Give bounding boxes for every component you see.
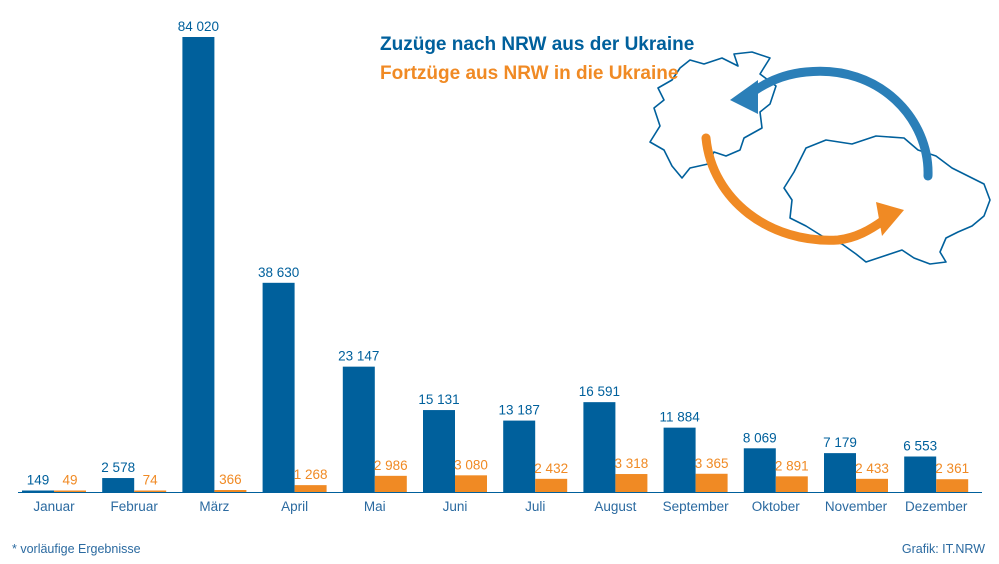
bar-zuzuege-9 xyxy=(743,448,776,492)
category-label-4: Mai xyxy=(364,499,386,514)
value-label-zuzuege-2: 84 020 xyxy=(178,19,219,34)
footnote: * vorläufige Ergebnisse xyxy=(12,542,141,556)
value-label-zuzuege-11: 6 553 xyxy=(903,439,937,454)
category-label-5: Juni xyxy=(443,499,468,514)
value-label-zuzuege-10: 7 179 xyxy=(823,435,857,450)
bar-fortzuege-1 xyxy=(134,490,167,492)
bar-zuzuege-1 xyxy=(102,478,135,492)
value-label-fortzuege-9: 2 891 xyxy=(775,458,809,473)
bar-fortzuege-7 xyxy=(615,474,648,492)
category-label-6: Juli xyxy=(525,499,545,514)
bar-zuzuege-6 xyxy=(503,420,536,492)
legend-item-zuzuege: Zuzüge nach NRW aus der Ukraine xyxy=(380,34,694,55)
value-label-fortzuege-3: 1 268 xyxy=(294,467,328,482)
value-label-zuzuege-5: 15 131 xyxy=(418,392,459,407)
value-label-zuzuege-6: 13 187 xyxy=(499,403,540,418)
category-label-3: April xyxy=(281,499,308,514)
bar-zuzuege-2 xyxy=(182,37,215,492)
bar-fortzuege-0 xyxy=(54,490,86,492)
bar-zuzuege-11 xyxy=(904,456,937,492)
bar-fortzuege-5 xyxy=(455,475,487,492)
bar-fortzuege-11 xyxy=(936,479,969,492)
bar-zuzuege-10 xyxy=(824,453,856,492)
bar-zuzuege-7 xyxy=(583,402,616,492)
bar-zuzuege-5 xyxy=(423,410,455,492)
category-label-2: März xyxy=(199,499,229,514)
bar-zuzuege-0 xyxy=(22,490,54,492)
value-label-fortzuege-2: 366 xyxy=(219,472,242,487)
value-label-fortzuege-1: 74 xyxy=(143,473,159,488)
nrw-map-icon xyxy=(649,51,777,179)
bar-zuzuege-3 xyxy=(262,282,295,492)
legend: Zuzüge nach NRW aus der Ukraine Fortzüge … xyxy=(380,34,694,84)
category-label-11: Dezember xyxy=(905,499,968,514)
ukraine-map-icon xyxy=(783,135,991,265)
value-label-fortzuege-7: 3 318 xyxy=(615,456,649,471)
value-label-fortzuege-11: 2 361 xyxy=(935,461,969,476)
category-label-1: Februar xyxy=(111,499,159,514)
bar-fortzuege-2 xyxy=(214,490,247,492)
value-label-zuzuege-3: 38 630 xyxy=(258,265,299,280)
bar-fortzuege-3 xyxy=(294,485,327,492)
arrow-to-ukraine-icon xyxy=(701,133,904,245)
category-label-9: Oktober xyxy=(752,499,801,514)
category-label-10: November xyxy=(825,499,888,514)
value-label-zuzuege-4: 23 147 xyxy=(338,349,379,364)
plot-area: 149 49 Januar 2 578 74 Februar 84 020 366 März 38… xyxy=(18,19,982,514)
category-label-7: August xyxy=(594,499,636,514)
bar-fortzuege-10 xyxy=(856,478,888,492)
value-label-fortzuege-5: 3 080 xyxy=(454,457,488,472)
category-label-8: September xyxy=(663,499,730,514)
value-label-fortzuege-10: 2 433 xyxy=(855,461,889,476)
value-label-fortzuege-0: 49 xyxy=(62,473,77,488)
value-label-fortzuege-4: 2 986 xyxy=(374,458,408,473)
bar-fortzuege-8 xyxy=(695,473,728,492)
credit: Grafik: IT.NRW xyxy=(901,542,985,556)
bar-fortzuege-6 xyxy=(535,478,568,492)
arrow-to-nrw-icon xyxy=(730,66,933,181)
value-label-fortzuege-6: 2 432 xyxy=(534,461,568,476)
value-label-fortzuege-8: 3 365 xyxy=(695,456,729,471)
bar-fortzuege-9 xyxy=(775,476,808,492)
bar-zuzuege-8 xyxy=(663,427,696,492)
bar-fortzuege-4 xyxy=(374,475,407,492)
category-label-0: Januar xyxy=(33,499,75,514)
value-label-zuzuege-1: 2 578 xyxy=(101,460,135,475)
value-label-zuzuege-9: 8 069 xyxy=(743,430,777,445)
legend-item-fortzuege: Fortzüge aus NRW in die Ukraine xyxy=(380,63,678,84)
value-label-zuzuege-7: 16 591 xyxy=(579,384,620,399)
bar-zuzuege-4 xyxy=(342,366,375,492)
value-label-zuzuege-0: 149 xyxy=(27,473,50,488)
value-label-zuzuege-8: 11 884 xyxy=(659,410,700,425)
